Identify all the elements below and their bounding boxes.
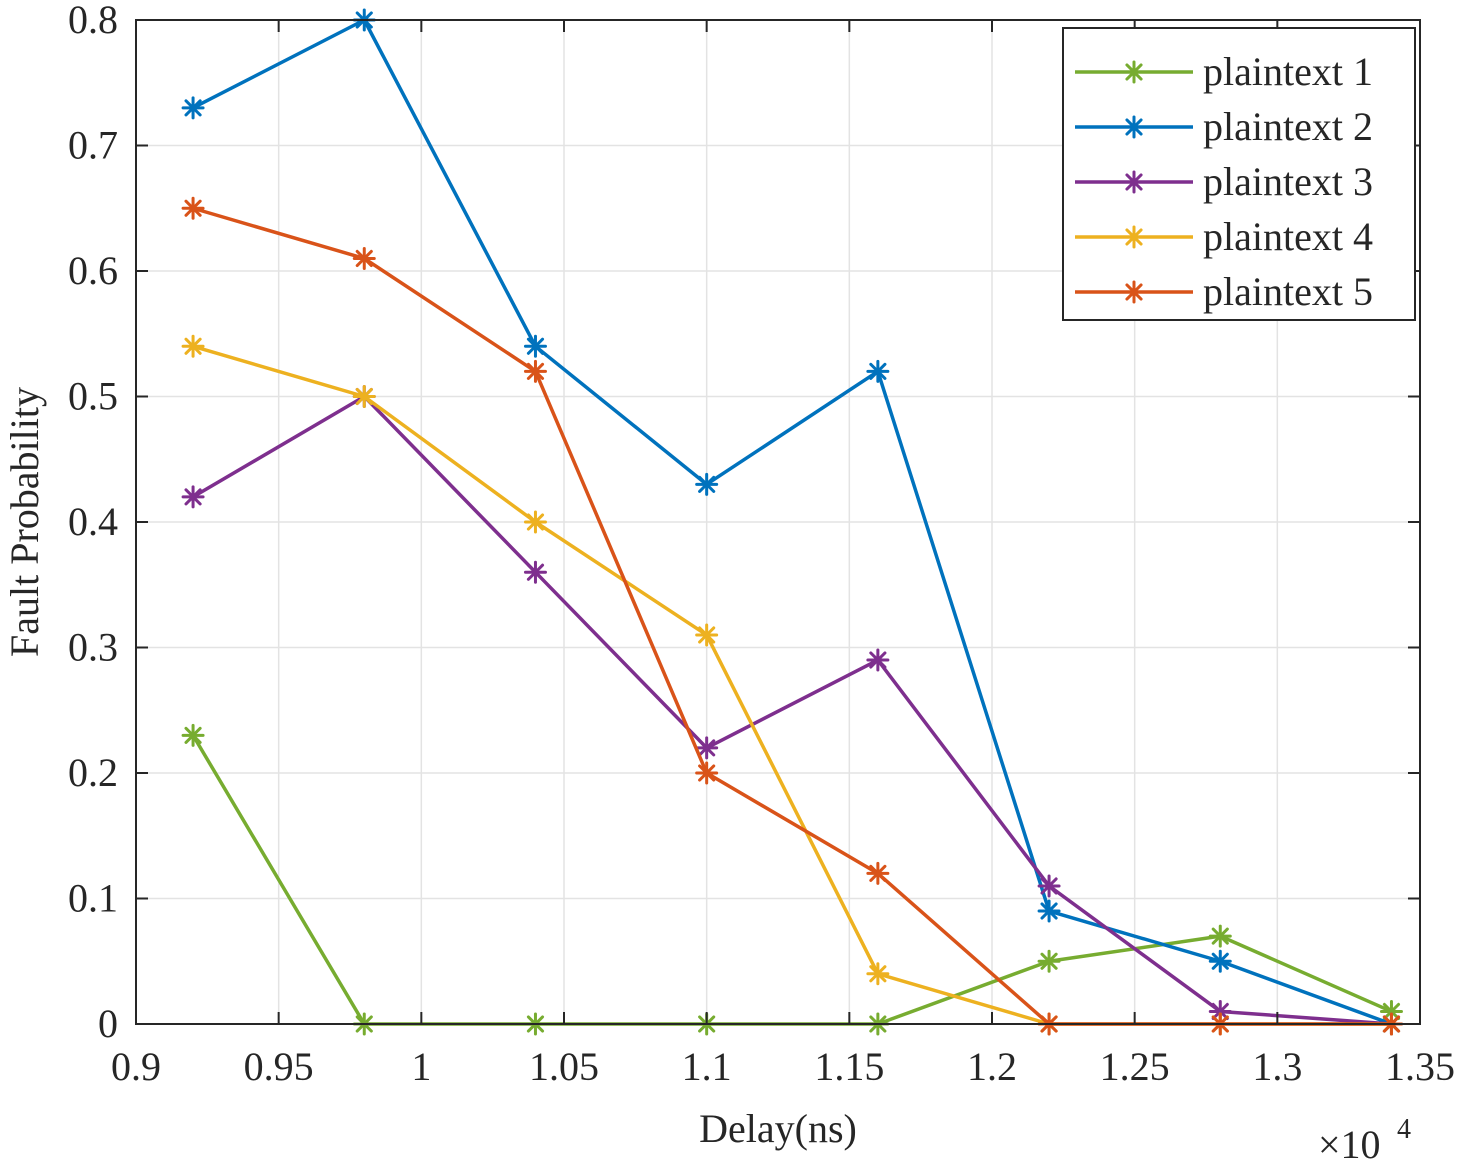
data-point <box>1208 949 1232 973</box>
data-point <box>866 648 890 672</box>
x-tick-label: 0.95 <box>244 1044 314 1089</box>
y-tick-label: 0 <box>98 1001 118 1046</box>
legend-label: plaintext 3 <box>1203 159 1373 204</box>
y-tick-label: 0.4 <box>68 499 118 544</box>
data-point <box>1208 924 1232 948</box>
data-point <box>523 560 547 584</box>
y-tick-label: 0.3 <box>68 625 118 670</box>
data-point <box>523 334 547 358</box>
tick-labels: 0.9 0.95 1 1.05 1.1 1.15 1.2 1.25 1.3 1.35 0 0.1 0.2… <box>68 0 1455 1089</box>
x-tick-label: 0.9 <box>111 1044 161 1089</box>
x-tick-label: 1.3 <box>1252 1044 1302 1089</box>
legend-label: plaintext 1 <box>1203 49 1373 94</box>
x-tick-label: 1.35 <box>1385 1044 1455 1089</box>
data-point <box>695 736 719 760</box>
y-axis-label: Fault Probability <box>2 387 47 657</box>
x-tick-label: 1.05 <box>529 1044 599 1089</box>
legend: plaintext 1 plaintext 2 plaintext 3 plainte… <box>1062 27 1416 321</box>
series-5 <box>181 196 1403 1036</box>
data-point <box>695 761 719 785</box>
data-point <box>523 510 547 534</box>
y-tick-label: 0.1 <box>68 876 118 921</box>
y-tick-label: 0.7 <box>68 123 118 168</box>
y-tick-label: 0.2 <box>68 750 118 795</box>
x-tick-label: 1.2 <box>967 1044 1017 1089</box>
x-axis-multiplier-base: ×10 <box>1318 1122 1381 1163</box>
data-point <box>181 96 205 120</box>
x-tick-label: 1.15 <box>814 1044 884 1089</box>
data-point <box>181 485 205 509</box>
x-axis-label: Delay(ns) <box>699 1106 857 1151</box>
series-line <box>192 344 1392 1026</box>
legend-box <box>1062 27 1416 321</box>
data-point <box>695 623 719 647</box>
data-point <box>352 246 376 270</box>
x-tick-label: 1.1 <box>682 1044 732 1089</box>
x-tick-label: 1 <box>411 1044 431 1089</box>
data-point <box>1037 874 1061 898</box>
x-tick-label: 1.25 <box>1100 1044 1170 1089</box>
data-point <box>523 359 547 383</box>
data-point <box>695 472 719 496</box>
data-point <box>866 359 890 383</box>
series-4 <box>181 334 1403 1036</box>
legend-marker <box>1122 170 1146 194</box>
data-point <box>866 861 890 885</box>
data-point <box>1037 899 1061 923</box>
data-point <box>181 196 205 220</box>
legend-marker <box>1122 115 1146 139</box>
legend-item: plaintext 1 <box>1075 49 1373 94</box>
y-tick-label: 0.6 <box>68 248 118 293</box>
series-1 <box>181 723 1403 1036</box>
x-axis-multiplier-exponent: 4 <box>1397 1114 1411 1145</box>
data-point <box>181 334 205 358</box>
series-line <box>192 206 1392 1026</box>
legend-label: plaintext 4 <box>1203 214 1373 259</box>
series-line <box>191 734 1393 1026</box>
legend-marker <box>1122 60 1146 84</box>
legend-item: plaintext 4 <box>1075 214 1373 259</box>
y-tick-label: 0.5 <box>68 374 118 419</box>
legend-label: plaintext 5 <box>1203 269 1373 314</box>
x-axis-multiplier: ×10 4 <box>1318 1114 1411 1163</box>
data-point <box>181 723 205 747</box>
series-line <box>192 18 1393 1026</box>
data-point <box>866 962 890 986</box>
y-tick-label: 0.8 <box>68 0 118 42</box>
legend-marker <box>1122 225 1146 249</box>
data-point <box>1037 949 1061 973</box>
series-line <box>192 394 1392 1026</box>
legend-item: plaintext 3 <box>1075 159 1373 204</box>
legend-item: plaintext 5 <box>1075 269 1373 314</box>
legend-marker <box>1122 280 1146 304</box>
legend-label: plaintext 2 <box>1203 104 1373 149</box>
legend-item: plaintext 2 <box>1075 104 1373 149</box>
data-point <box>352 385 376 408</box>
